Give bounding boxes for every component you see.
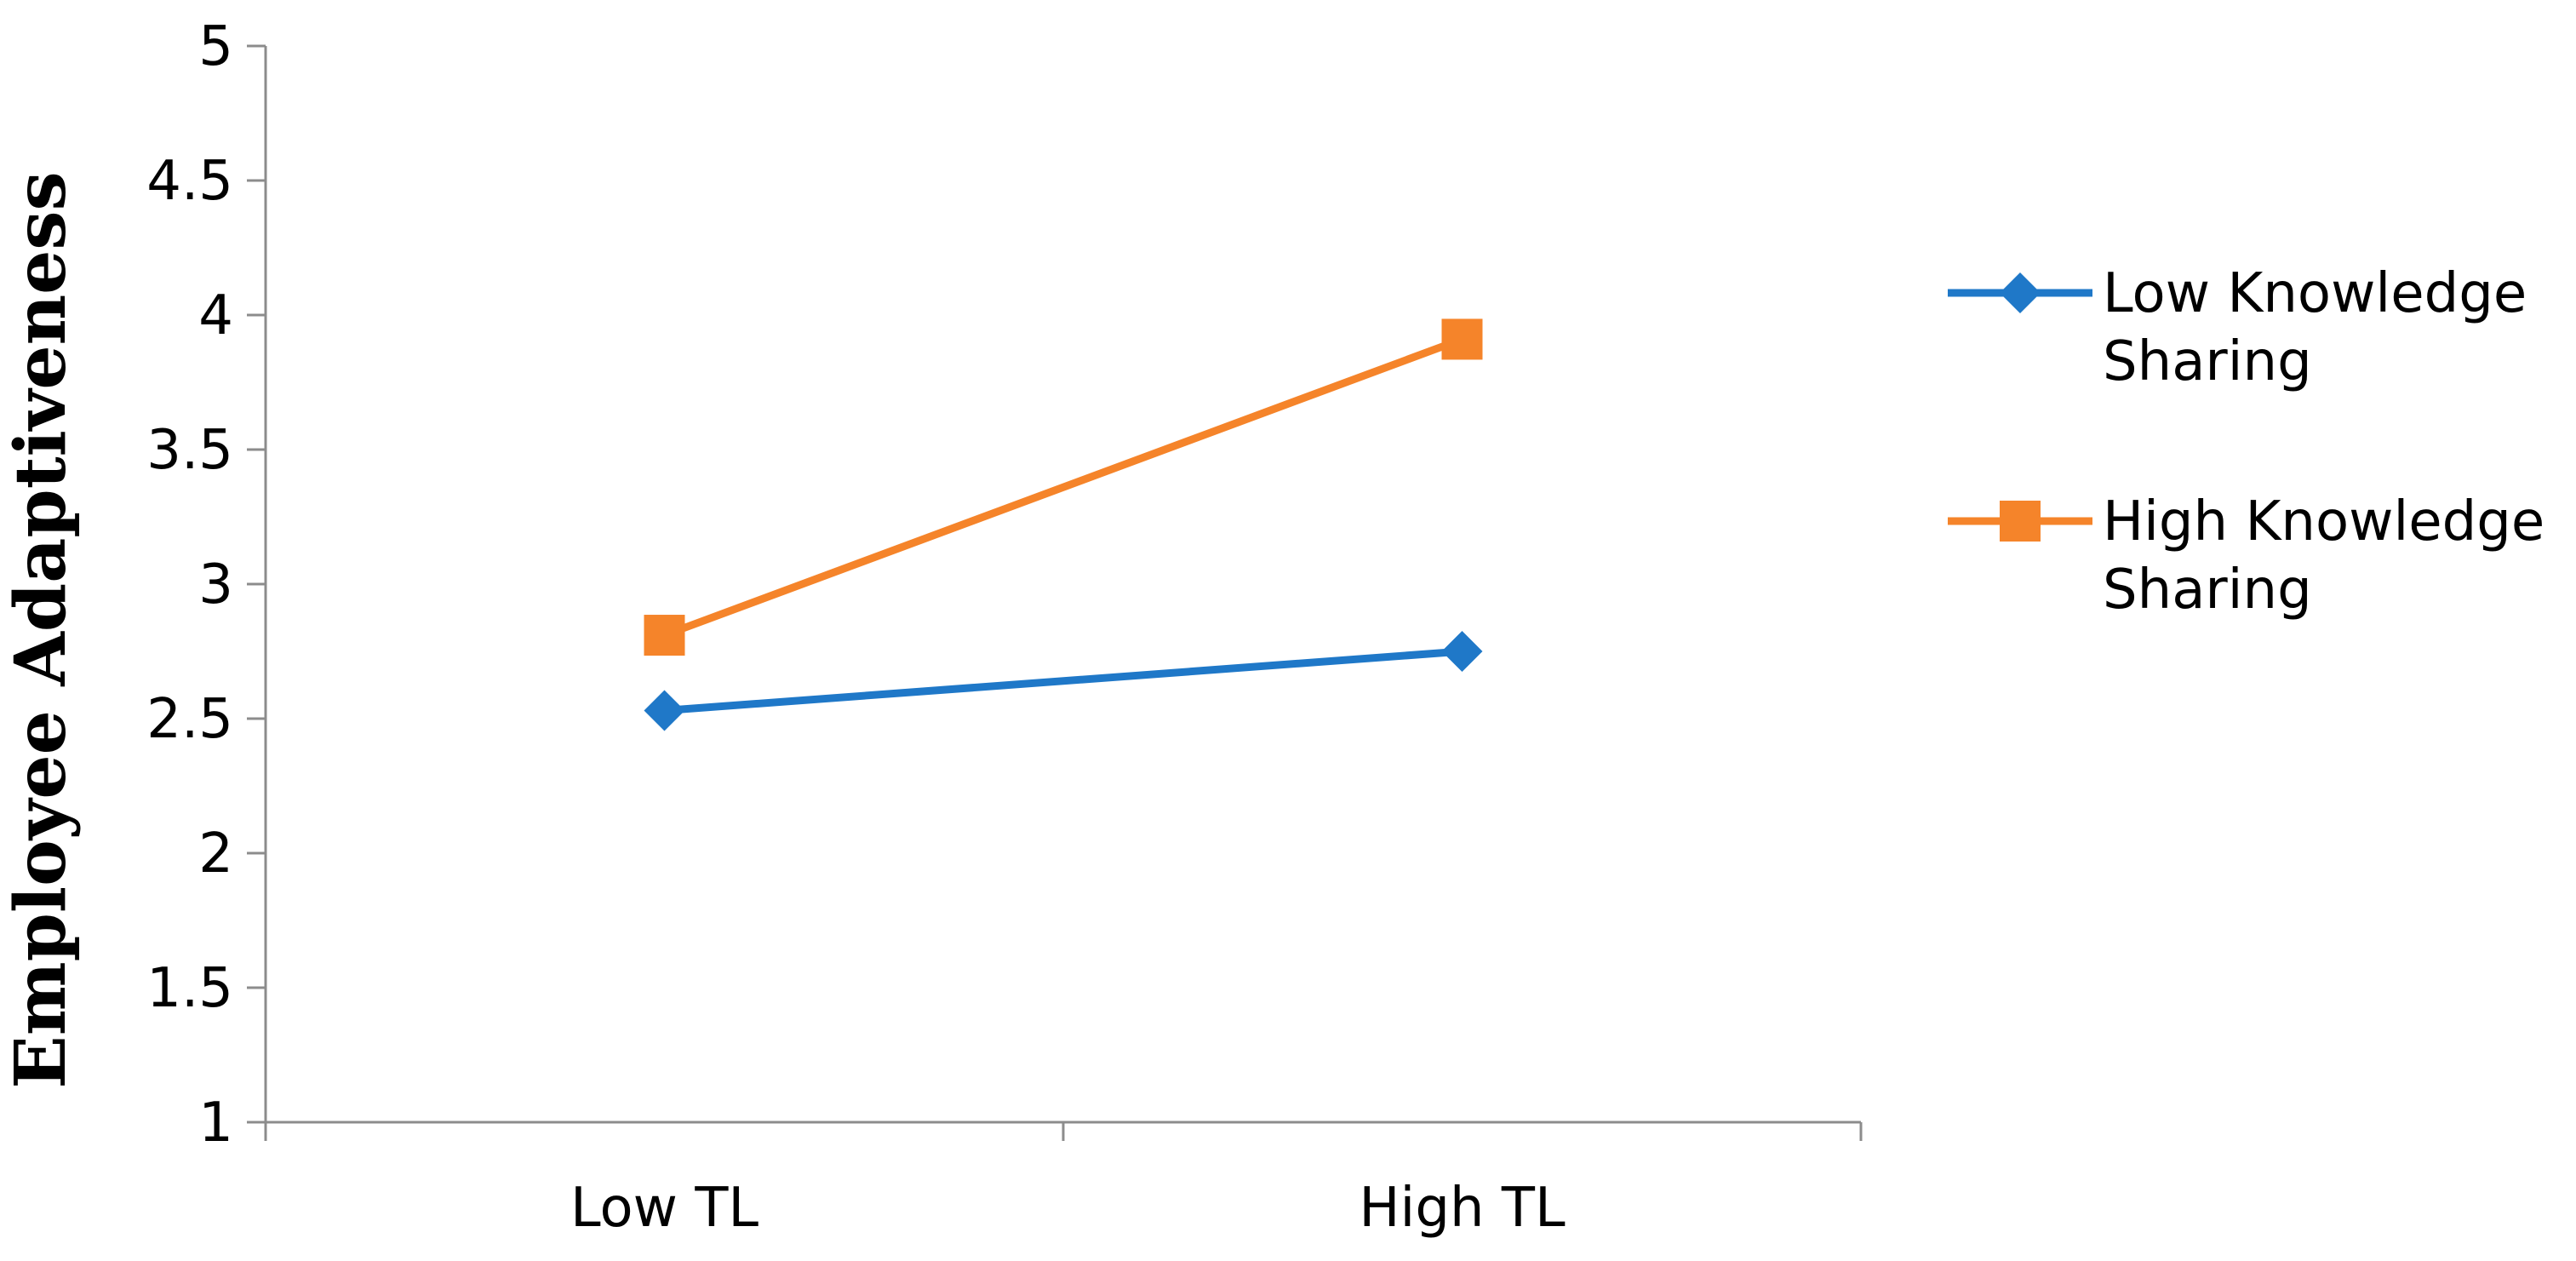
y-tick-label: 2.5 [146, 688, 233, 751]
y-tick-label: 3 [198, 553, 233, 616]
series-2 [644, 318, 1483, 656]
legend-swatch-marker [2000, 272, 2041, 313]
data-point [1441, 631, 1483, 672]
x-tick-label: High TL [1359, 1177, 1566, 1240]
series-line [664, 647, 1463, 715]
x-tick-label: Low TL [570, 1177, 758, 1240]
legend-swatch-marker [2000, 501, 2041, 542]
series-line [662, 335, 1464, 639]
axes: 1 1.5 2 2.5 3 3.5 4 4.5 5 Low TL High TL [146, 15, 1863, 1240]
y-tick-label: 1 [198, 1092, 233, 1155]
data-point [644, 615, 685, 656]
data-point [644, 690, 685, 731]
series-layer [644, 318, 1483, 731]
legend-label: Low Knowledge [2103, 262, 2527, 325]
y-tick-label: 1.5 [146, 957, 233, 1020]
y-tick-label: 2 [198, 823, 233, 886]
y-tick-label: 4.5 [146, 150, 233, 213]
legend-label: Sharing [2103, 330, 2312, 393]
legend-label: Sharing [2103, 559, 2312, 622]
y-tick-label: 3.5 [146, 419, 233, 482]
y-tick-label: 4 [198, 284, 233, 347]
legend-label: High Knowledge [2103, 490, 2545, 553]
series-1 [644, 631, 1483, 731]
y-axis-label: Employee Adaptiveness [0, 171, 82, 1088]
y-tick-label: 5 [198, 15, 233, 78]
data-point [1441, 318, 1483, 360]
